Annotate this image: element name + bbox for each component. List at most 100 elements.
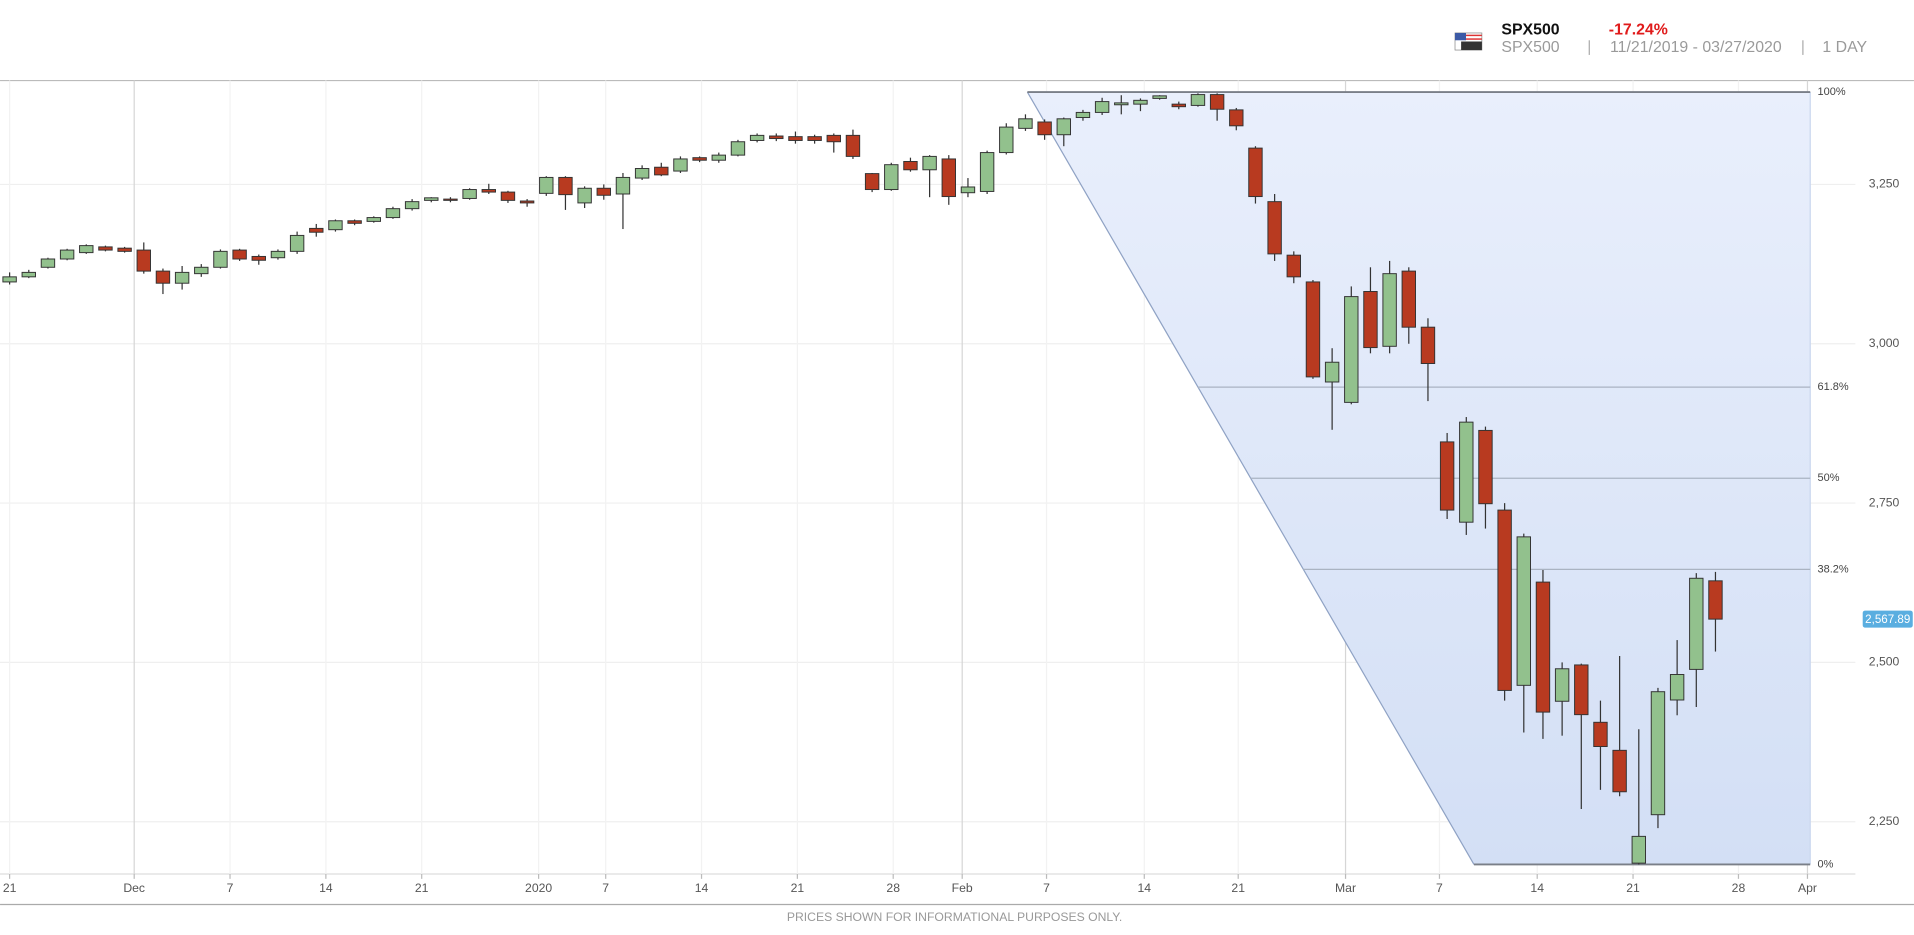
x-tick-label: 14 bbox=[695, 881, 709, 895]
candle-body bbox=[519, 200, 535, 204]
candle-body bbox=[1689, 577, 1704, 670]
x-tick-label: 21 bbox=[791, 881, 805, 895]
fib-label: 100% bbox=[1818, 86, 1846, 98]
x-tick-label: 2020 bbox=[525, 881, 552, 895]
candle-body bbox=[1612, 749, 1627, 793]
candle-body bbox=[155, 270, 171, 284]
candle-body bbox=[673, 158, 688, 172]
last-price-label: 2,567.89 bbox=[1865, 614, 1910, 626]
candle-body bbox=[2, 276, 17, 283]
candle-body bbox=[979, 152, 995, 192]
candle-body bbox=[1037, 121, 1052, 136]
candle-body bbox=[1152, 95, 1167, 99]
x-tick-label: 7 bbox=[1436, 881, 1443, 895]
fib-label: 38.2% bbox=[1818, 563, 1849, 575]
candle-body bbox=[213, 250, 228, 268]
candle-body bbox=[443, 198, 458, 201]
candle-body bbox=[884, 164, 899, 191]
candle-body bbox=[1593, 721, 1608, 748]
candle-body bbox=[1478, 429, 1493, 505]
candle-body bbox=[500, 191, 516, 201]
candle-body bbox=[1497, 509, 1512, 691]
candle-body bbox=[596, 187, 611, 196]
candle-body bbox=[385, 208, 401, 219]
candle-body bbox=[289, 234, 305, 252]
fibonacci: 100% 61.8% 50% 38.2% 0% bbox=[1026, 86, 1849, 870]
candle-body bbox=[174, 271, 190, 284]
disclaimer: PRICES SHOWN FOR INFORMATIONAL PURPOSES … bbox=[787, 910, 1122, 924]
candle-body bbox=[1574, 664, 1589, 716]
candle-body bbox=[1056, 118, 1071, 136]
candle-body bbox=[1516, 536, 1531, 686]
candle-body bbox=[328, 220, 343, 231]
candle-body bbox=[1267, 201, 1282, 255]
candle-body bbox=[1401, 270, 1416, 328]
axis-labels: 2,250 2,500 2,750 3,000 3,250 21 Dec 7 14 21 2020 7… bbox=[3, 177, 1913, 895]
symbol: SPX500 bbox=[1501, 22, 1559, 39]
x-tick-label: 21 bbox=[1626, 881, 1640, 895]
candle-body bbox=[1305, 281, 1321, 378]
x-tick-label: Dec bbox=[123, 881, 145, 895]
candle-body bbox=[1190, 94, 1206, 106]
candle-body bbox=[136, 249, 151, 272]
candle-body bbox=[692, 157, 707, 161]
candle-body bbox=[1018, 118, 1033, 129]
candle-body bbox=[1248, 147, 1263, 198]
y-tick-label: 3,000 bbox=[1869, 336, 1900, 350]
last-price-tag bbox=[1862, 610, 1913, 628]
candle-body bbox=[903, 161, 918, 171]
candle-body bbox=[1114, 102, 1129, 106]
candle-body bbox=[654, 166, 669, 176]
candle-body bbox=[1439, 441, 1455, 511]
x-tick-label: 14 bbox=[1138, 881, 1152, 895]
candle-body bbox=[634, 168, 650, 179]
x-tick-label: 21 bbox=[3, 881, 17, 895]
candle-body bbox=[999, 126, 1014, 154]
candle-body bbox=[1708, 580, 1723, 620]
candle-body bbox=[424, 197, 439, 201]
candle-body bbox=[270, 250, 286, 259]
candle-body bbox=[251, 255, 266, 261]
candle-body bbox=[404, 201, 420, 210]
candle-body bbox=[769, 135, 784, 140]
candle-body bbox=[941, 158, 956, 198]
candle-body bbox=[40, 258, 56, 268]
candle-body bbox=[845, 134, 861, 157]
y-tick-label: 2,750 bbox=[1869, 495, 1900, 509]
candle-body bbox=[98, 246, 113, 251]
candle-body bbox=[1669, 674, 1685, 701]
x-tick-label: 14 bbox=[1530, 881, 1544, 895]
candle-body bbox=[1631, 835, 1646, 864]
candle-body bbox=[232, 249, 247, 260]
fib-label: 50% bbox=[1818, 472, 1840, 484]
candle-body bbox=[1554, 668, 1570, 702]
candle-body bbox=[462, 189, 477, 199]
candle-body bbox=[21, 271, 36, 278]
change: -17.24% bbox=[1609, 22, 1668, 39]
candle-body bbox=[1209, 94, 1225, 110]
header: SPX500 -17.24% SPX500 11/21/2019 - 03/27… bbox=[1454, 22, 1868, 56]
candle-body bbox=[1286, 254, 1301, 278]
candle-body bbox=[79, 245, 94, 254]
flag-icon bbox=[1454, 32, 1483, 51]
candle-body bbox=[366, 217, 381, 222]
candle-body bbox=[1535, 581, 1551, 713]
candle-body bbox=[1171, 103, 1186, 108]
date-range: 11/21/2019 - 03/27/2020 bbox=[1610, 39, 1782, 56]
symbol-sub: SPX500 bbox=[1501, 39, 1559, 56]
candle-body bbox=[864, 173, 880, 191]
candle-body bbox=[807, 136, 822, 141]
x-tick-label: 7 bbox=[227, 881, 234, 895]
x-tick-label: 28 bbox=[1732, 881, 1746, 895]
candle-body bbox=[788, 136, 803, 141]
candle-body bbox=[481, 189, 496, 193]
candle-body bbox=[1229, 109, 1244, 127]
x-tick-label: 28 bbox=[886, 881, 900, 895]
candle-body bbox=[1324, 361, 1340, 383]
fib-label: 0% bbox=[1818, 858, 1834, 870]
candle-body bbox=[1420, 326, 1436, 364]
candle-body bbox=[347, 220, 362, 224]
candle-body bbox=[826, 134, 841, 143]
